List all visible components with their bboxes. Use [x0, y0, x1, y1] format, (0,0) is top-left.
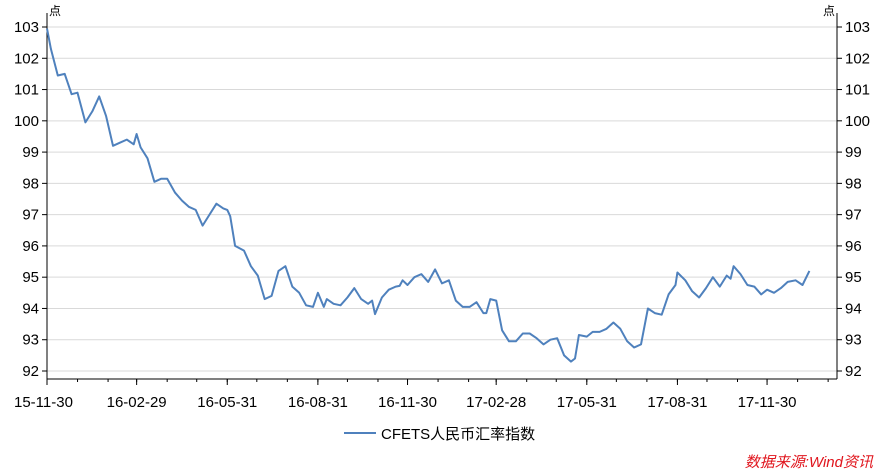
y-tick-label-right: 97: [845, 207, 862, 224]
y-tick-label-left: 93: [22, 332, 39, 349]
y-tick-label-left: 99: [22, 144, 39, 161]
y-tick-label-left: 94: [22, 300, 39, 317]
y-axis-right-unit: 点: [823, 4, 835, 18]
y-axis-left-ticks: 103 102 101 100 99 98 97 96 95 94 93 92: [14, 19, 47, 380]
y-axis-left-unit: 点: [49, 4, 61, 18]
y-tick-label-right: 101: [845, 82, 870, 99]
y-tick-label-left: 96: [22, 238, 39, 255]
x-tick-label: 16-02-29: [107, 394, 167, 411]
x-tick-label: 15-11-30: [14, 394, 73, 411]
y-tick-label-left: 95: [22, 269, 39, 286]
x-tick-label: 17-08-31: [647, 394, 707, 411]
y-tick-label-right: 92: [845, 363, 862, 380]
series-line-cfets-index: [46, 28, 811, 363]
x-tick-label: 17-02-28: [466, 394, 526, 411]
y-tick-label-right: 103: [845, 19, 870, 36]
y-axis-right-ticks: 103 102 101 100 99 98 97 96 95 94 93 92: [837, 19, 870, 380]
legend: CFETS人民币汇率指数: [344, 426, 535, 443]
y-tick-label-left: 100: [14, 113, 39, 130]
y-tick-label-left: 103: [14, 19, 39, 36]
y-tick-label-left: 98: [22, 175, 39, 192]
x-tick-label: 17-05-31: [557, 394, 617, 411]
series-layer: [46, 28, 811, 363]
axes: [46, 13, 838, 380]
y-tick-label-right: 96: [845, 238, 862, 255]
y-tick-label-right: 93: [845, 332, 862, 349]
source-note: 数据来源:Wind资讯: [745, 454, 874, 471]
gridlines: [47, 26, 837, 372]
x-tick-label: 16-08-31: [288, 394, 348, 411]
x-tick-label: 16-11-30: [378, 394, 437, 411]
y-tick-label-left: 97: [22, 207, 39, 224]
y-tick-label-right: 100: [845, 113, 870, 130]
y-tick-label-right: 94: [845, 300, 862, 317]
x-tick-label: 17-11-30: [738, 394, 797, 411]
legend-label: CFETS人民币汇率指数: [381, 426, 535, 443]
y-tick-label-right: 98: [845, 175, 862, 192]
x-axis-ticks: 15-11-30 16-02-29 16-05-31 16-08-31 16-11-30…: [14, 379, 829, 411]
y-tick-label-right: 99: [845, 144, 862, 161]
y-tick-label-right: 95: [845, 269, 862, 286]
y-tick-label-left: 92: [22, 363, 39, 380]
y-tick-label-left: 101: [14, 82, 39, 99]
y-tick-label-right: 102: [845, 50, 870, 67]
y-tick-label-left: 102: [14, 50, 39, 67]
x-tick-label: 16-05-31: [197, 394, 257, 411]
